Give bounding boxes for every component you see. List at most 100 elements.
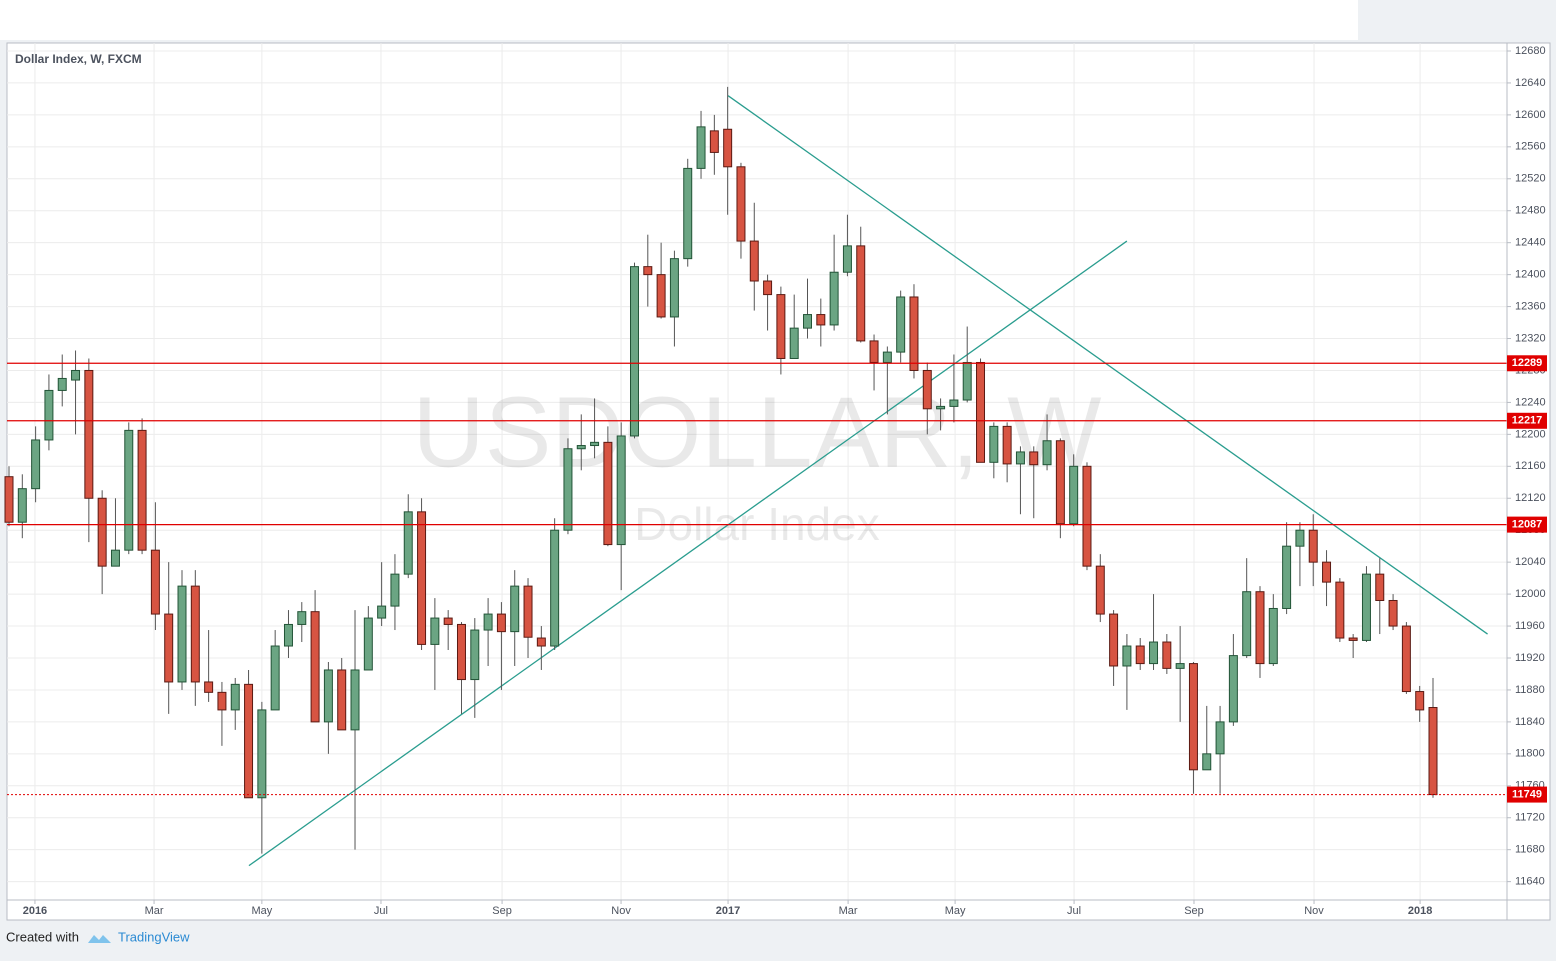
x-tick-label: Sep [492,905,512,917]
candle-body [1122,645,1132,667]
candle-body [1095,565,1105,615]
trend-line [727,95,1488,635]
candle-body [1308,529,1318,563]
price-tag-label: 12087 [1512,519,1543,531]
candle-body [496,613,506,633]
candle-body [669,258,679,318]
candle-body [1162,641,1172,669]
watermark: USDOLLAR, W [412,376,1102,488]
candle-body [483,613,493,631]
candle-body [1268,607,1278,665]
x-tick-label: Nov [611,905,631,917]
candle-body [1282,545,1292,609]
candle-body [962,361,972,401]
candle-body [1348,637,1358,641]
candle-body [1428,707,1438,796]
candle-body [1042,440,1052,466]
candle-body [430,617,440,645]
candle-body [1228,655,1238,723]
y-tick-label: 11880 [1515,684,1545,696]
candle-body [1188,663,1198,771]
x-tick-label: Jul [374,905,388,917]
candle-body [736,166,746,242]
candle-body [270,645,280,711]
candle-body [576,445,586,450]
footer-brand[interactable]: TradingView [118,929,190,944]
candle-body [1002,425,1012,465]
candle-body [1388,599,1398,627]
candle-body [137,429,147,551]
y-tick-label: 11800 [1515,748,1545,760]
candle-body [1335,581,1345,639]
candle-body [1322,561,1332,583]
candle-body [310,611,320,723]
candle-body [1029,451,1039,466]
plot [4,86,1507,867]
candle-body [749,240,759,282]
grid [7,43,1507,900]
candle-body [829,271,839,326]
x-tick-label: 2016 [23,905,47,917]
candle-body [323,669,333,723]
x-tick-label: Nov [1304,905,1324,917]
price-tag [1507,516,1547,533]
y-tick-label: 12000 [1515,588,1546,600]
candle-body [1202,753,1212,771]
candle-body [1015,451,1025,465]
candle-body [1401,625,1411,693]
y-tick-label: 11640 [1515,876,1545,888]
x-tick-label: Sep [1184,905,1204,917]
price-tag [1507,786,1547,803]
candle-body [723,128,733,168]
x-tick-label: 2018 [1408,905,1432,917]
y-tick-label: 12640 [1515,77,1546,89]
candle-body [84,369,94,499]
x-tick-label: Mar [145,905,164,917]
brand-logo [88,935,111,943]
candle-body [1069,465,1079,525]
candle-body [896,296,906,353]
candle-body [350,669,360,731]
candle-body [217,691,227,711]
candle-body [922,369,932,410]
y-tick-label: 12360 [1515,300,1546,312]
top-bar [0,0,1358,40]
candle-body [110,549,120,567]
y-tick-label: 12600 [1515,109,1546,121]
price-tag-label: 12289 [1512,357,1543,369]
price-tag [1507,355,1547,372]
candle-body [1375,573,1385,601]
candle-body [44,389,54,441]
y-tick-label: 12520 [1515,173,1546,185]
candle-body [403,511,413,575]
candle-body [97,497,107,567]
y-tick-label: 12160 [1515,460,1546,472]
y-tick-label: 12480 [1515,205,1546,217]
candle-body [417,511,427,645]
candle-body [124,429,134,551]
y-tick-label: 12320 [1515,332,1546,344]
x-tick-label: Mar [839,905,858,917]
x-tick-label: May [251,905,272,917]
price-tag [1507,412,1547,429]
candle-body [936,405,946,410]
candle-body [696,126,706,169]
y-tick-label: 11680 [1515,844,1545,856]
candle-body [550,529,560,647]
candle-body [909,296,919,371]
y-tick-label: 12040 [1515,556,1546,568]
candle-body [443,617,453,625]
candle-body [283,623,293,647]
candle-body [230,683,240,711]
axes: 1164011680117201176011800118401188011920… [23,45,1547,917]
candle-body [656,274,666,318]
y-tick-label: 11840 [1515,716,1545,728]
candle-body [989,425,999,463]
y-tick-label: 12120 [1515,492,1546,504]
candle-body [150,549,160,615]
footer-prefix: Created with [6,929,79,944]
candle-body [603,441,613,546]
candle-body [456,623,466,681]
candle-body [523,585,533,638]
